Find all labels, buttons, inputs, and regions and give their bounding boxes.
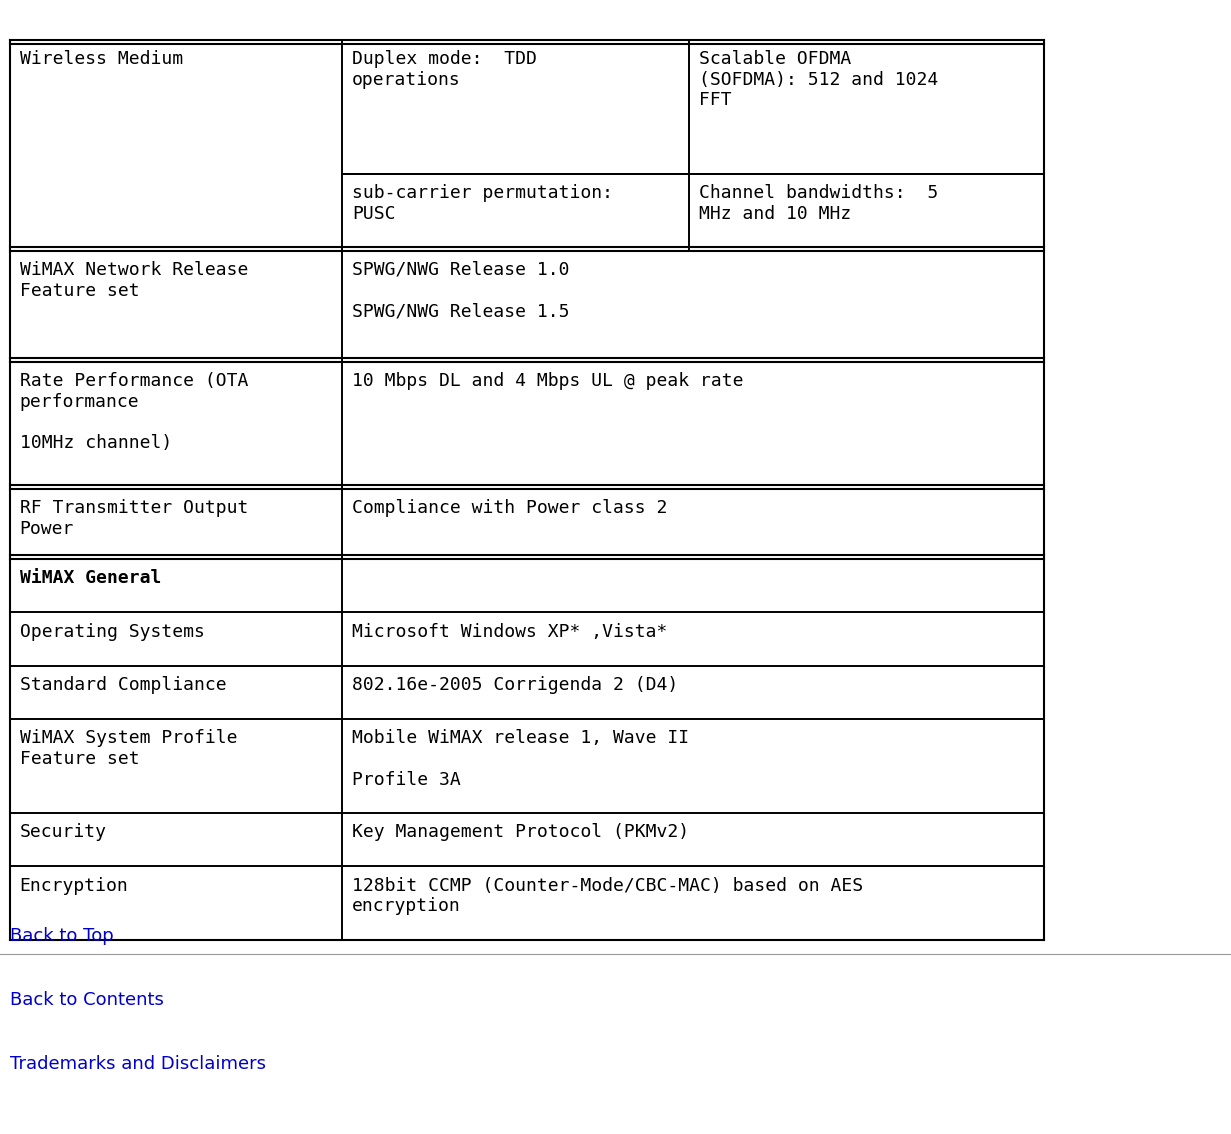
Text: 128bit CCMP (Counter-Mode/CBC-MAC) based on AES
encryption: 128bit CCMP (Counter-Mode/CBC-MAC) based…	[352, 877, 863, 915]
Text: RF Transmitter Output
Power: RF Transmitter Output Power	[20, 499, 249, 538]
Text: Standard Compliance: Standard Compliance	[20, 676, 227, 694]
Text: WiMAX Network Release
Feature set: WiMAX Network Release Feature set	[20, 261, 249, 299]
Text: 10 Mbps DL and 4 Mbps UL @ peak rate: 10 Mbps DL and 4 Mbps UL @ peak rate	[352, 372, 744, 390]
Text: Microsoft Windows XP* ,Vista*: Microsoft Windows XP* ,Vista*	[352, 623, 667, 641]
Text: SPWG/NWG Release 1.0

SPWG/NWG Release 1.5: SPWG/NWG Release 1.0 SPWG/NWG Release 1.…	[352, 261, 570, 321]
Text: Encryption: Encryption	[20, 877, 128, 895]
Text: 802.16e-2005 Corrigenda 2 (D4): 802.16e-2005 Corrigenda 2 (D4)	[352, 676, 678, 694]
Text: Mobile WiMAX release 1, Wave II

Profile 3A: Mobile WiMAX release 1, Wave II Profile …	[352, 729, 689, 789]
Text: Rate Performance (OTA
performance

10MHz channel): Rate Performance (OTA performance 10MHz …	[20, 372, 249, 452]
Text: Operating Systems: Operating Systems	[20, 623, 204, 641]
Text: Trademarks and Disclaimers: Trademarks and Disclaimers	[10, 1055, 266, 1073]
Text: Key Management Protocol (PKMv2): Key Management Protocol (PKMv2)	[352, 823, 689, 841]
Text: Compliance with Power class 2: Compliance with Power class 2	[352, 499, 667, 517]
Text: Security: Security	[20, 823, 107, 841]
Text: WiMAX General: WiMAX General	[20, 569, 161, 587]
Text: WiMAX System Profile
Feature set: WiMAX System Profile Feature set	[20, 729, 238, 768]
Text: Back to Contents: Back to Contents	[10, 991, 164, 1009]
Text: Back to Top: Back to Top	[10, 926, 113, 945]
Text: Channel bandwidths:  5
MHz and 10 MHz: Channel bandwidths: 5 MHz and 10 MHz	[699, 184, 938, 222]
Text: Wireless Medium: Wireless Medium	[20, 50, 183, 68]
Text: Duplex mode:  TDD
operations: Duplex mode: TDD operations	[352, 50, 537, 88]
Text: sub-carrier permutation:
PUSC: sub-carrier permutation: PUSC	[352, 184, 613, 222]
Text: Scalable OFDMA
(SOFDMA): 512 and 1024
FFT: Scalable OFDMA (SOFDMA): 512 and 1024 FF…	[699, 50, 938, 110]
